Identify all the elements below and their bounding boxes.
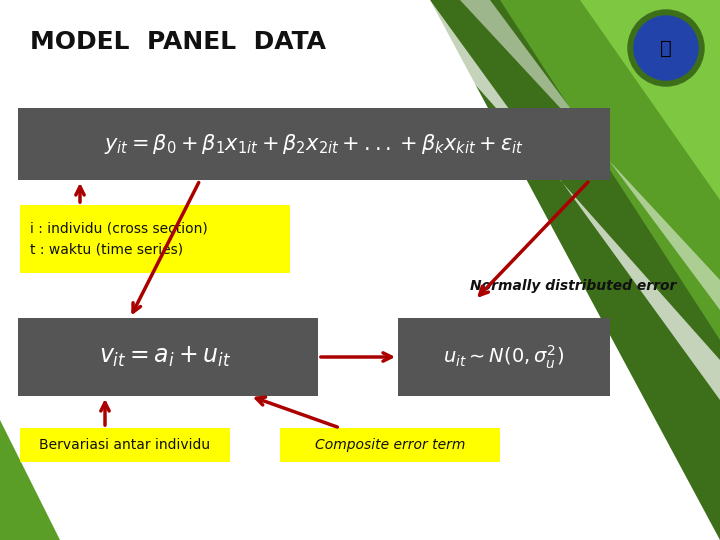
Polygon shape [460, 0, 720, 310]
Text: $u_{it} \sim N(0, \sigma_u^2)$: $u_{it} \sim N(0, \sigma_u^2)$ [444, 343, 564, 370]
FancyBboxPatch shape [18, 318, 318, 396]
Polygon shape [500, 0, 720, 340]
FancyBboxPatch shape [18, 108, 610, 180]
Text: $y_{it} = \beta_0 + \beta_1 x_{1it} + \beta_2 x_{2it} + ...+ \beta_k x_{kit} + \: $y_{it} = \beta_0 + \beta_1 x_{1it} + \b… [104, 132, 524, 156]
FancyBboxPatch shape [20, 428, 230, 462]
Text: Normally distributed error: Normally distributed error [470, 279, 676, 293]
Circle shape [634, 16, 698, 80]
Polygon shape [430, 0, 720, 540]
Text: 🎓: 🎓 [660, 38, 672, 57]
Text: Bervariasi antar individu: Bervariasi antar individu [40, 438, 210, 452]
Polygon shape [580, 0, 720, 200]
Text: i : individu (cross section)
t : waktu (time series): i : individu (cross section) t : waktu (… [30, 222, 208, 256]
Polygon shape [0, 420, 60, 540]
Polygon shape [400, 0, 720, 400]
Text: MODEL  PANEL  DATA: MODEL PANEL DATA [30, 30, 326, 54]
FancyBboxPatch shape [20, 205, 290, 273]
FancyBboxPatch shape [280, 428, 500, 462]
FancyBboxPatch shape [398, 318, 610, 396]
Circle shape [628, 10, 704, 86]
Text: $v_{it} = a_i + u_{it}$: $v_{it} = a_i + u_{it}$ [99, 345, 231, 369]
Text: Composite error term: Composite error term [315, 438, 465, 452]
